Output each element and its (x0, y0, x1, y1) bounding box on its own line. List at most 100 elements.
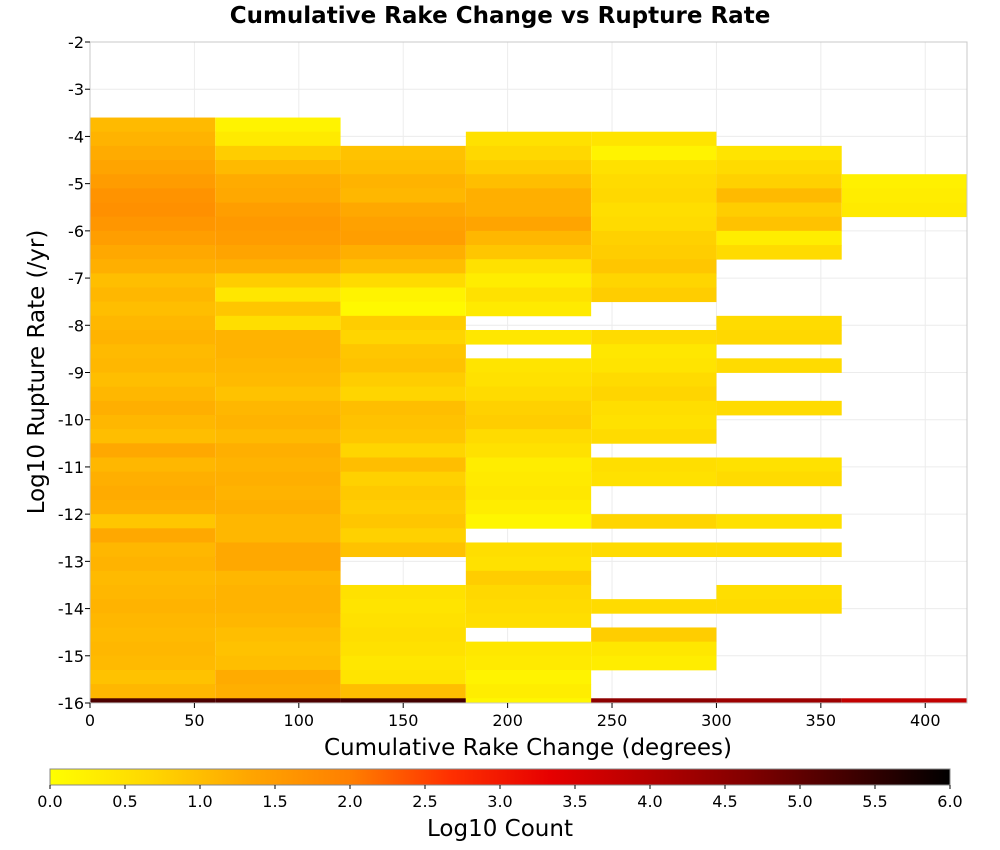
heatmap-cell (90, 556, 216, 572)
heatmap-cell (340, 287, 466, 303)
heatmap-cell (340, 330, 466, 345)
heatmap-cell (215, 230, 341, 246)
heatmap-cell (716, 457, 842, 473)
colorbar-tick-label: 4.0 (637, 792, 662, 811)
y-tick-label: -10 (58, 411, 84, 430)
heatmap-cell (465, 414, 592, 430)
heatmap-cell (340, 641, 466, 657)
heatmap-cell (716, 230, 842, 246)
heatmap-cell (215, 245, 341, 260)
heatmap-cell (215, 273, 341, 288)
heatmap-cell (841, 698, 967, 704)
colorbar-tick-label: 2.5 (412, 792, 437, 811)
heatmap-cell (90, 429, 216, 444)
heatmap-cell (591, 641, 717, 657)
heatmap-cell (591, 202, 717, 218)
heatmap-cell (90, 655, 216, 671)
colorbar-tick-label: 5.5 (862, 792, 887, 811)
heatmap-cell (215, 386, 341, 402)
heatmap-cell (465, 471, 592, 487)
heatmap-cell (465, 188, 592, 203)
heatmap-cell (340, 429, 466, 444)
heatmap-cell (340, 400, 466, 416)
heatmap-cell (215, 514, 341, 529)
heatmap-cell (215, 287, 341, 303)
y-tick-label: -6 (68, 222, 84, 241)
heatmap-cell (90, 570, 216, 586)
colorbar-tick-label: 0.5 (112, 792, 137, 811)
heatmap-cell (716, 216, 842, 232)
x-tick-label: 100 (284, 711, 315, 730)
heatmap-cell (591, 655, 717, 671)
heatmap-cell (90, 188, 216, 203)
heatmap-cell (215, 174, 341, 189)
heatmap-cell (340, 216, 466, 232)
heatmap-cell (215, 400, 341, 416)
heatmap-cell (340, 174, 466, 189)
heatmap-cell (215, 655, 341, 671)
heatmap-cell (591, 358, 717, 373)
heatmap-cell (465, 273, 592, 288)
heatmap-cell (90, 698, 216, 704)
heatmap-cell (90, 400, 216, 416)
heatmap-cell (716, 698, 842, 704)
y-tick-label: -8 (68, 316, 84, 335)
heatmap-cell (465, 301, 592, 317)
heatmap-cell (465, 485, 592, 501)
heatmap-cell (591, 216, 717, 232)
heatmap-cell (465, 584, 592, 600)
heatmap-cell (716, 188, 842, 203)
x-tick-label: 200 (492, 711, 523, 730)
colorbar-tick-label: 3.5 (562, 792, 587, 811)
heatmap-cell (340, 514, 466, 529)
colorbar-tick-label: 2.0 (337, 792, 362, 811)
y-tick-label: -7 (68, 269, 84, 288)
heatmap-cell (716, 358, 842, 373)
colorbar-ticks: 0.0 0.5 1.0 1.5 2.0 2.5 3.0 3.5 4.0 4.5 5.0 5.5 6.0 (37, 785, 963, 811)
heatmap-cell (716, 145, 842, 161)
colorbar-tick-label: 0.0 (37, 792, 62, 811)
heatmap-cell (90, 245, 216, 260)
heatmap-cell (340, 315, 466, 331)
heatmap-cell (215, 613, 341, 628)
heatmap-cell (591, 174, 717, 189)
heatmap-cell (465, 499, 592, 515)
y-tick-label: -14 (58, 600, 84, 619)
heatmap-cell (716, 514, 842, 529)
heatmap-cell (465, 160, 592, 175)
heatmap-cell (340, 145, 466, 161)
heatmap-cell (215, 542, 341, 558)
heatmap-cell (465, 259, 592, 274)
heatmap-cell (340, 499, 466, 515)
heatmap-cell (716, 202, 842, 218)
heatmap-cell (215, 627, 341, 643)
y-tick-label: -15 (58, 647, 84, 666)
heatmap-cell (465, 443, 592, 458)
heatmap-cell (591, 188, 717, 203)
heatmap-cell (340, 669, 466, 685)
heatmap-cell (591, 542, 717, 558)
heatmap-cell (591, 230, 717, 246)
heatmap-cell (215, 315, 341, 331)
heatmap-cell (591, 287, 717, 303)
heatmap-cell (716, 471, 842, 487)
heatmap-cell (591, 273, 717, 288)
heatmap-cell (340, 655, 466, 671)
heatmap-cell (465, 287, 592, 303)
heatmap-cell (591, 372, 717, 388)
heatmap-cell (215, 528, 341, 543)
heatmap-cell (340, 358, 466, 373)
heatmap-cell (215, 117, 341, 133)
heatmap-cell (465, 330, 592, 345)
heatmap-cell (90, 131, 216, 147)
heatmap-cell (340, 471, 466, 487)
x-tick-label: 350 (806, 711, 837, 730)
heatmap-cell (465, 556, 592, 572)
heatmap-cell (716, 584, 842, 600)
heatmap-cell (215, 485, 341, 501)
heatmap-cell (215, 556, 341, 572)
heatmap-cell (90, 485, 216, 501)
x-tick-label: 150 (388, 711, 419, 730)
colorbar-label: Log10 Count (427, 816, 573, 842)
